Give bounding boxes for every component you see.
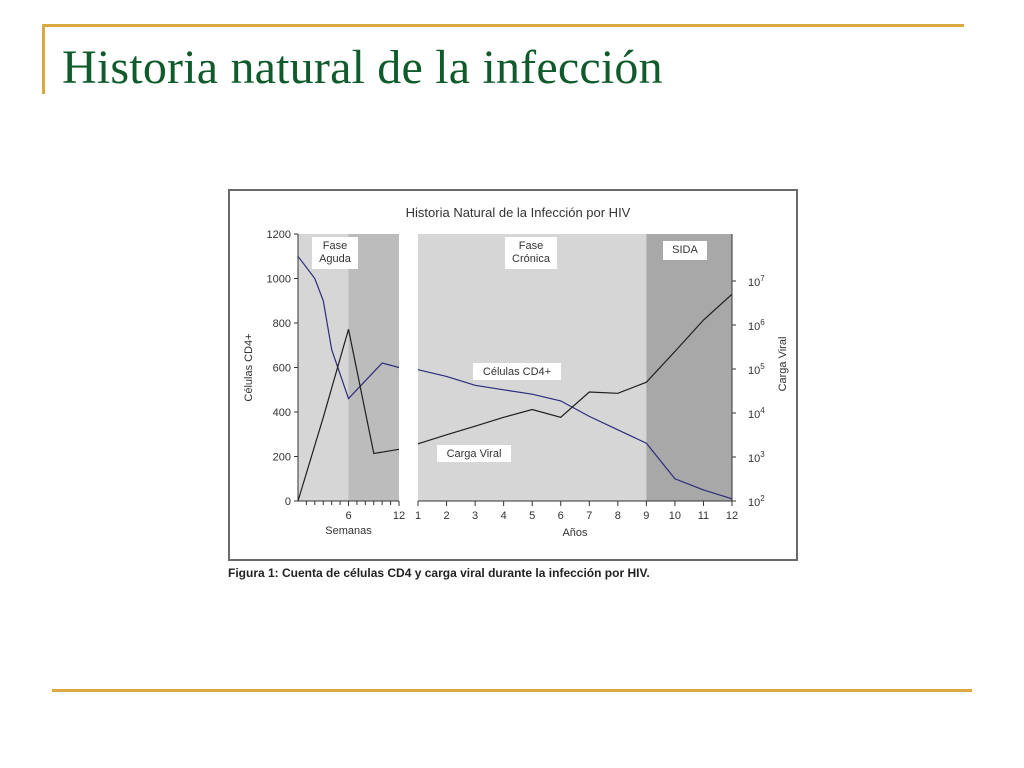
figure-caption: Figura 1: Cuenta de células CD4 y carga … (228, 566, 650, 580)
right-tick-label: 104 (748, 406, 765, 421)
years-tick-label: 6 (558, 510, 564, 522)
series-label-box (473, 363, 561, 380)
years-axis-title: Años (562, 527, 588, 539)
years-tick-label: 3 (472, 510, 478, 522)
left-tick-label: 600 (273, 363, 291, 375)
years-tick-label: 9 (643, 510, 649, 522)
left-tick-label: 800 (273, 318, 291, 330)
years-tick-label: 8 (615, 510, 621, 522)
bottom-accent-line (52, 689, 972, 692)
phase-label-2: SIDA (672, 244, 698, 256)
right-tick-label: 105 (748, 362, 765, 377)
right-tick-label: 103 (748, 450, 765, 465)
years-tick-label: 10 (669, 510, 681, 522)
years-tick-label: 1 (415, 510, 421, 522)
aids-phase-area (646, 234, 732, 501)
left-tick-label: 400 (273, 407, 291, 419)
series-line-1-years (417, 293, 733, 445)
years-tick-label: 2 (443, 510, 449, 522)
phase-label-1: Crónica (512, 253, 551, 265)
years-tick-label: 4 (501, 510, 507, 522)
top-accent-line (42, 24, 964, 27)
series-label-1: Carga Viral (447, 448, 502, 460)
series-line-0-years (417, 369, 733, 500)
phase-label-0: Fase (323, 240, 347, 252)
left-accent-line (42, 24, 45, 94)
phase-label-1: Fase (519, 240, 543, 252)
phase-label-box (663, 241, 707, 260)
years-tick-label: 7 (586, 510, 592, 522)
left-tick-label: 0 (285, 496, 291, 508)
phase-label-box (505, 237, 557, 269)
weeks-tick-label: 6 (345, 510, 351, 522)
weeks-axis-title: Semanas (325, 525, 372, 537)
right-tick-label: 102 (748, 494, 765, 509)
slide-title: Historia natural de la infección (62, 41, 663, 94)
left-tick-label: 1200 (267, 229, 291, 241)
left-tick-label: 1000 (267, 274, 291, 286)
series-line-0-weeks (297, 255, 400, 400)
left-tick-label: 200 (273, 452, 291, 464)
series-label-0: Células CD4+ (483, 366, 551, 378)
acute-phase-shade (348, 234, 399, 501)
phase-label-0: Aguda (319, 253, 352, 265)
acute-phase-area (298, 234, 349, 501)
years-tick-label: 11 (698, 510, 709, 522)
years-tick-label: 5 (529, 510, 535, 522)
series-label-box (437, 445, 511, 462)
left-axis-title: Células CD4+ (243, 333, 255, 401)
chart-title: Historia Natural de la Infección por HIV (406, 205, 631, 220)
phase-label-box (312, 237, 358, 269)
series-line-1-weeks (297, 329, 400, 502)
right-tick-label: 107 (748, 274, 765, 289)
weeks-tick-label: 12 (393, 510, 405, 522)
hiv-natural-history-chart: 0200400600800100012001021031041051061076… (243, 205, 789, 539)
right-tick-label: 106 (748, 318, 765, 333)
right-axis-title: Carga Viral (777, 337, 789, 392)
years-tick-label: 12 (726, 510, 738, 522)
